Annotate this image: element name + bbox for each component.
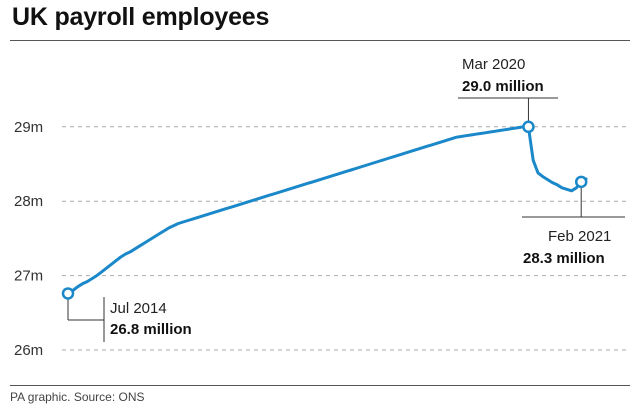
y-tick-label: 28m [14, 193, 43, 210]
y-tick-label: 26m [14, 342, 43, 359]
annotation-marker-2 [574, 175, 588, 189]
annotation-end-value: 28.3 million [523, 250, 605, 267]
chart-title: UK payroll employees [12, 3, 270, 31]
bottom-divider [10, 385, 630, 386]
annotation-peak-date: Mar 2020 [462, 56, 525, 73]
chart-area: 26m 27m 28m 29m Jul 2014 26.8 million Mar 2… [14, 56, 630, 359]
annotation-marker-0 [61, 287, 75, 300]
annotation-end-date: Feb 2021 [548, 228, 611, 245]
y-tick-label: 27m [14, 268, 43, 285]
series-line [66, 125, 588, 295]
y-tick-label: 29m [14, 119, 43, 136]
annotation-peak-value: 29.0 million [462, 78, 544, 95]
annotation-start-date: Jul 2014 [110, 300, 167, 317]
annotation-marker-1 [522, 120, 535, 134]
top-divider [10, 40, 630, 41]
annotation-start-value: 26.8 million [110, 321, 192, 338]
source-note: PA graphic. Source: ONS [10, 390, 145, 404]
